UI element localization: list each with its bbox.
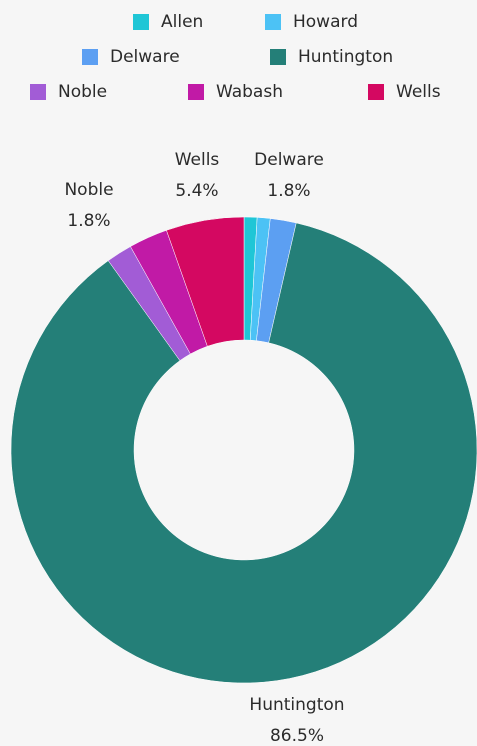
- legend-label: Delware: [110, 47, 180, 67]
- slice-name: Wells: [175, 150, 220, 170]
- slice-name: Noble: [64, 180, 113, 200]
- legend-label: Wells: [396, 82, 441, 102]
- slice-value: 1.8%: [67, 211, 110, 231]
- slice-name: Delware: [254, 150, 324, 170]
- slice-value: 1.8%: [267, 181, 310, 201]
- legend-swatch: [30, 84, 46, 100]
- slice-value: 5.4%: [175, 181, 218, 201]
- legend-label: Allen: [161, 12, 203, 32]
- donut-slice: [166, 216, 245, 347]
- legend-swatch: [133, 14, 149, 30]
- slice-value: 86.5%: [270, 726, 324, 746]
- legend-swatch: [270, 49, 286, 65]
- legend-swatch: [368, 84, 384, 100]
- legend-label: Noble: [58, 82, 107, 102]
- legend-label: Huntington: [298, 47, 393, 67]
- legend-label: Howard: [293, 12, 358, 32]
- legend-swatch: [82, 49, 98, 65]
- legend-swatch: [188, 84, 204, 100]
- donut-slice: [10, 222, 477, 684]
- legend-swatch: [265, 14, 281, 30]
- slice-name: Huntington: [249, 695, 344, 715]
- legend-label: Wabash: [216, 82, 283, 102]
